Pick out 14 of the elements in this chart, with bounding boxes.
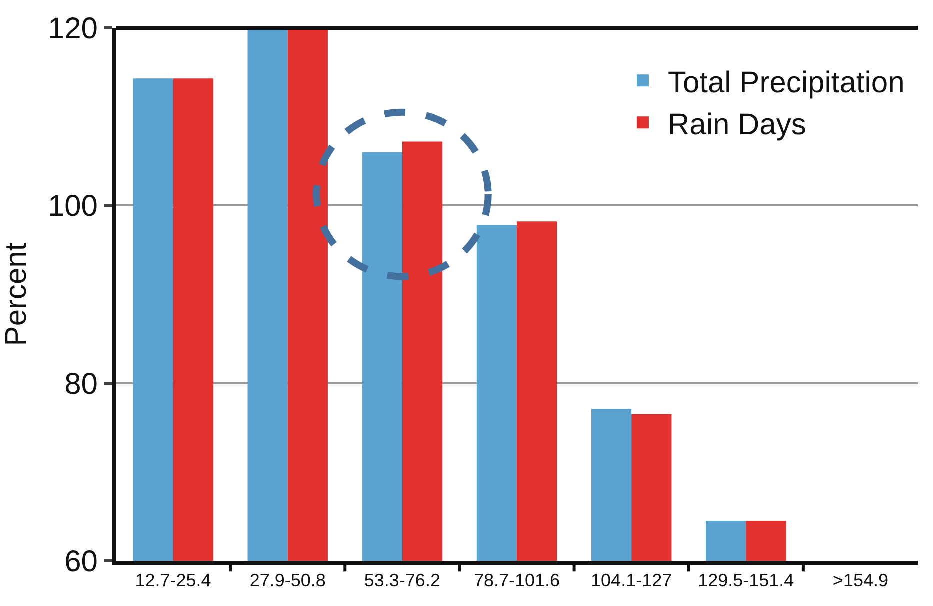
y-tick-label: 60 [64, 546, 98, 578]
legend-label: Total Precipitation [668, 66, 905, 100]
legend-label: Rain Days [668, 108, 806, 142]
y-axis-title: Percent [0, 242, 33, 346]
x-tick-label: 27.9-50.8 [250, 570, 326, 591]
x-tick-label: 104.1-127 [591, 570, 672, 591]
x-tick-label: 53.3-76.2 [364, 570, 440, 591]
x-tick-label: 129.5-151.4 [698, 570, 794, 591]
y-tick-label: 80 [64, 368, 98, 401]
y-tick-label: 100 [48, 190, 98, 224]
x-tick-label: 12.7-25.4 [135, 570, 212, 591]
x-tick-label: >154.9 [832, 570, 888, 591]
y-tick-label: 120 [48, 12, 98, 46]
x-tick-label: 78.7-101.6 [474, 570, 560, 591]
